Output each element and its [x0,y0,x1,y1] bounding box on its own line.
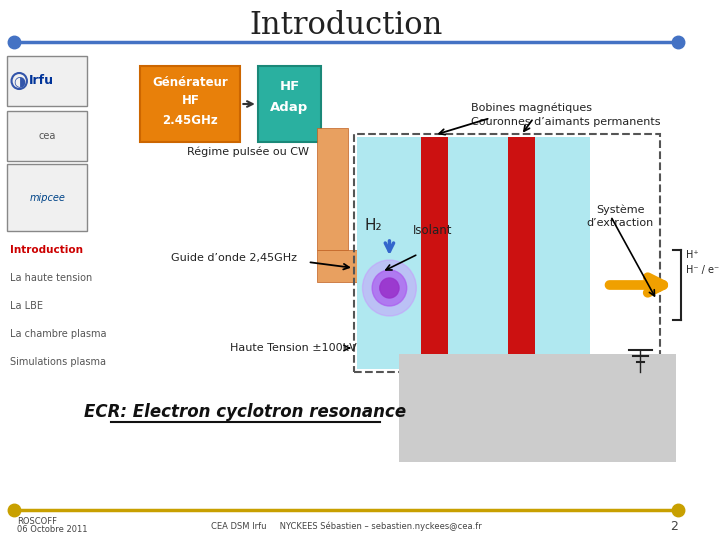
Text: HF: HF [279,79,300,92]
Text: La LBE: La LBE [9,301,42,311]
Circle shape [362,260,416,316]
Bar [508,137,535,369]
Text: H₂: H₂ [364,218,382,233]
Bar [399,354,676,462]
Text: Haute Tension ±100kV: Haute Tension ±100kV [230,343,356,353]
Text: Couronnes d’aimants permanents: Couronnes d’aimants permanents [471,117,661,127]
Text: Système: Système [596,205,644,215]
Bar [361,242,380,290]
FancyBboxPatch shape [6,56,88,106]
Text: Générateur: Générateur [153,76,228,89]
Text: 06 Octobre 2011: 06 Octobre 2011 [17,525,88,535]
Text: 2: 2 [670,519,678,532]
Circle shape [372,270,407,306]
FancyBboxPatch shape [140,66,240,142]
Polygon shape [318,250,377,282]
Text: Isolant: Isolant [413,225,452,238]
Bar [354,134,660,372]
Text: Introduction: Introduction [249,10,443,40]
Text: Régime pulsée ou CW: Régime pulsée ou CW [187,147,310,157]
Text: Irfu: Irfu [29,75,54,87]
Text: 2.45GHz: 2.45GHz [163,113,218,126]
Circle shape [380,278,399,298]
Text: HF: HF [181,94,199,107]
Text: H⁺: H⁺ [685,250,698,260]
Text: H⁻ / e⁻: H⁻ / e⁻ [685,265,719,275]
Text: d’extraction: d’extraction [587,218,654,228]
Text: Adap: Adap [270,102,309,114]
Text: cea: cea [38,131,56,141]
Text: ECR: Electron cyclotron resonance: ECR: Electron cyclotron resonance [84,403,406,421]
Text: La haute tension: La haute tension [9,273,92,283]
FancyBboxPatch shape [258,66,321,142]
Bar [421,137,448,369]
FancyBboxPatch shape [6,164,88,231]
Text: La chambre plasma: La chambre plasma [9,329,106,339]
Polygon shape [318,128,348,250]
Text: Guide d’onde 2,45GHz: Guide d’onde 2,45GHz [171,253,297,263]
Text: ROSCOFF: ROSCOFF [17,517,58,526]
Text: mipcee: mipcee [30,193,65,203]
Text: ◑: ◑ [13,74,25,88]
Text: Simulations plasma: Simulations plasma [9,357,106,367]
Text: Introduction: Introduction [9,245,83,255]
Text: Bobines magnétiques: Bobines magnétiques [471,103,592,113]
Bar [356,137,590,369]
Text: CEA DSM Irfu     NYCKEES Sébastien – sebastien.nyckees@cea.fr: CEA DSM Irfu NYCKEES Sébastien – sebasti… [211,521,482,531]
FancyBboxPatch shape [6,111,88,161]
